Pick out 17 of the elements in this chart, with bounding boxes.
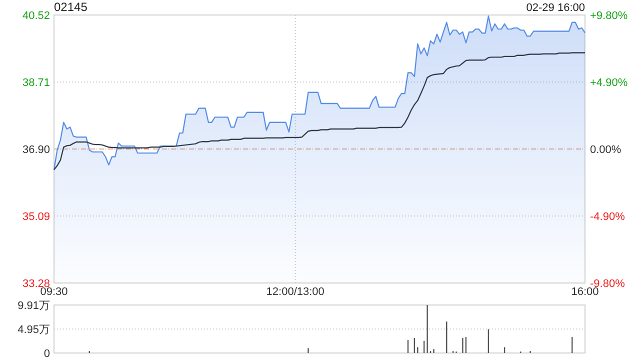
line-series [53, 52, 586, 170]
chart-title: 02145 [54, 0, 88, 14]
y-tick-label: 36.90 [22, 144, 50, 156]
y-tick-label: 38.71 [22, 77, 50, 89]
y-tick-label: 35.09 [22, 211, 50, 223]
y2-tick-label: -4.90% [590, 211, 626, 223]
text: 02-29 16:00 [526, 2, 585, 14]
y2-tick-label: +4.90% [590, 77, 628, 89]
x-tick-label: 09:30 [40, 286, 68, 298]
y-tick-label: 0 [44, 348, 50, 360]
y-tick-label: 40.52 [22, 10, 50, 22]
y2-tick-label: 0.00% [590, 144, 622, 156]
y-tick-label: 4.95万 [18, 324, 50, 336]
x-tick-label: 16:00 [571, 286, 599, 298]
y-tick-label: 9.91万 [18, 300, 50, 312]
y2-tick-label: +9.80% [590, 10, 628, 22]
x-tick-label: 12:00/13:00 [266, 286, 324, 298]
